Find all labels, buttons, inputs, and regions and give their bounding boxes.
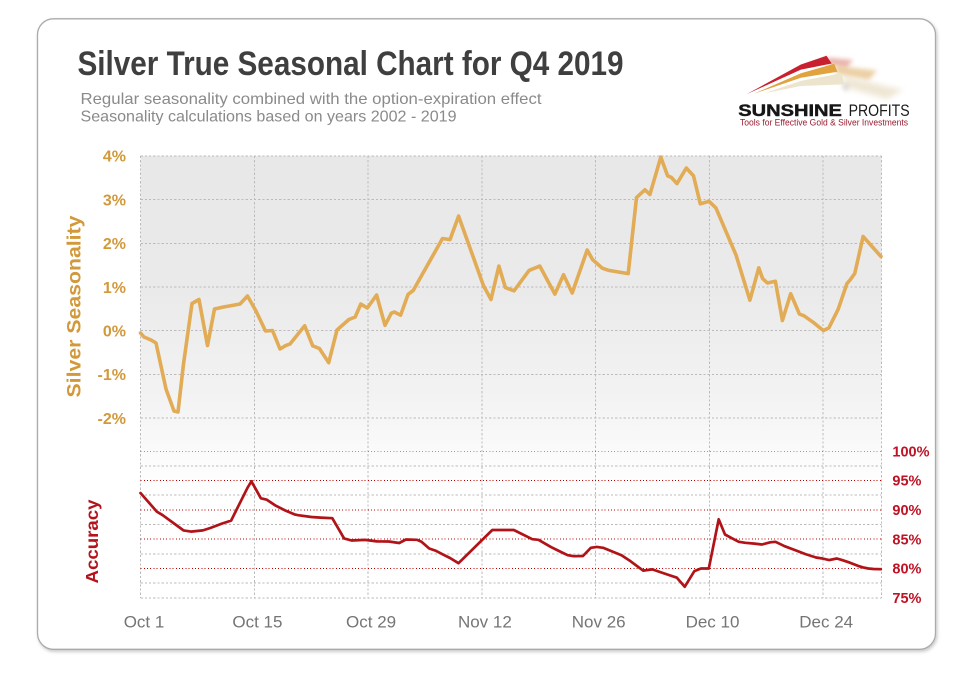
svg-text:Dec 24: Dec 24: [799, 612, 853, 631]
svg-text:-2%: -2%: [98, 411, 126, 428]
svg-text:Seasonality calculations based: Seasonality calculations based on years …: [81, 108, 457, 125]
svg-text:Accuracy: Accuracy: [82, 499, 102, 583]
svg-text:Silver True Seasonal Chart for: Silver True Seasonal Chart for Q4 2019: [78, 45, 624, 83]
svg-text:2%: 2%: [103, 236, 126, 253]
svg-text:0%: 0%: [103, 324, 126, 341]
svg-text:Oct 29: Oct 29: [346, 612, 396, 631]
svg-text:Oct 1: Oct 1: [124, 612, 165, 631]
svg-text:80%: 80%: [892, 562, 921, 578]
svg-text:Tools for Effective Gold & Sil: Tools for Effective Gold & Silver Invest…: [740, 117, 908, 127]
svg-text:Nov 12: Nov 12: [458, 612, 512, 631]
svg-text:Dec 10: Dec 10: [686, 612, 740, 631]
svg-text:Regular seasonality combined w: Regular seasonality combined with the op…: [81, 91, 543, 108]
svg-text:90%: 90%: [892, 503, 921, 519]
svg-text:95%: 95%: [892, 474, 921, 490]
svg-text:4%: 4%: [103, 149, 126, 166]
svg-text:SUNSHINE: SUNSHINE: [738, 101, 842, 120]
svg-text:Oct 15: Oct 15: [232, 612, 282, 631]
svg-text:85%: 85%: [892, 532, 921, 548]
svg-text:1%: 1%: [103, 280, 126, 297]
svg-text:Silver Seasonality: Silver Seasonality: [65, 215, 86, 397]
svg-text:-1%: -1%: [98, 367, 126, 384]
svg-text:3%: 3%: [103, 192, 126, 209]
svg-text:PROFITS: PROFITS: [849, 101, 910, 120]
svg-text:75%: 75%: [892, 591, 921, 607]
svg-text:Nov 26: Nov 26: [572, 612, 626, 631]
svg-text:100%: 100%: [892, 444, 929, 460]
